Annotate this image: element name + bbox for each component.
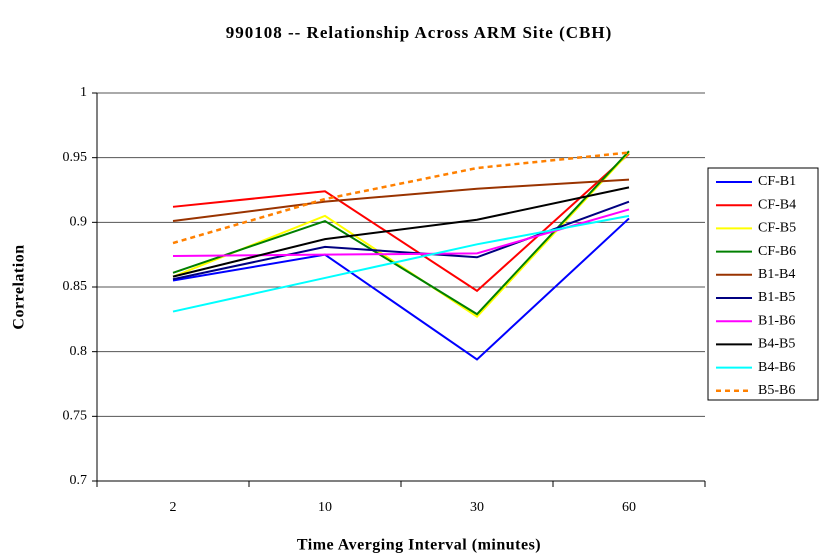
series-line (172, 217, 630, 361)
y-tick-label: 1 (80, 85, 87, 100)
y-tick-label: 0.95 (63, 150, 88, 165)
y-tick-label: 0.75 (63, 409, 88, 424)
legend-label: B1-B6 (758, 313, 795, 328)
x-tick-label: 30 (470, 500, 484, 515)
series-line (172, 214, 630, 313)
series-line (172, 151, 630, 245)
series-line (172, 186, 630, 278)
legend-label: CF-B5 (758, 221, 796, 236)
series-line (172, 178, 630, 223)
series-line (172, 150, 630, 316)
y-tick-label: 0.85 (63, 279, 88, 294)
x-tick-label: 10 (318, 500, 332, 515)
legend-label: CF-B1 (758, 174, 796, 189)
y-tick-label: 0.8 (70, 344, 88, 359)
x-tick-label: 2 (170, 500, 177, 515)
series-line (172, 153, 630, 293)
x-tick-label: 60 (622, 500, 636, 515)
legend-box (707, 167, 819, 401)
legend-label: B5-B6 (758, 383, 795, 398)
chart-title: 990108 -- Relationship Across ARM Site (… (226, 23, 613, 42)
legend-label: B1-B4 (758, 267, 795, 282)
legend-label: B1-B5 (758, 290, 795, 305)
y-axis-title: Correlation (11, 244, 28, 329)
series-line (172, 208, 630, 257)
legend-label: CF-B4 (758, 197, 796, 212)
x-axis-title: Time Averging Interval (minutes) (297, 537, 541, 554)
legend-label: B4-B6 (758, 360, 795, 375)
y-tick-label: 0.7 (70, 473, 88, 488)
legend-label: CF-B6 (758, 244, 796, 259)
legend-label: B4-B5 (758, 337, 795, 352)
series-line (172, 151, 630, 319)
y-tick-label: 0.9 (70, 215, 88, 230)
